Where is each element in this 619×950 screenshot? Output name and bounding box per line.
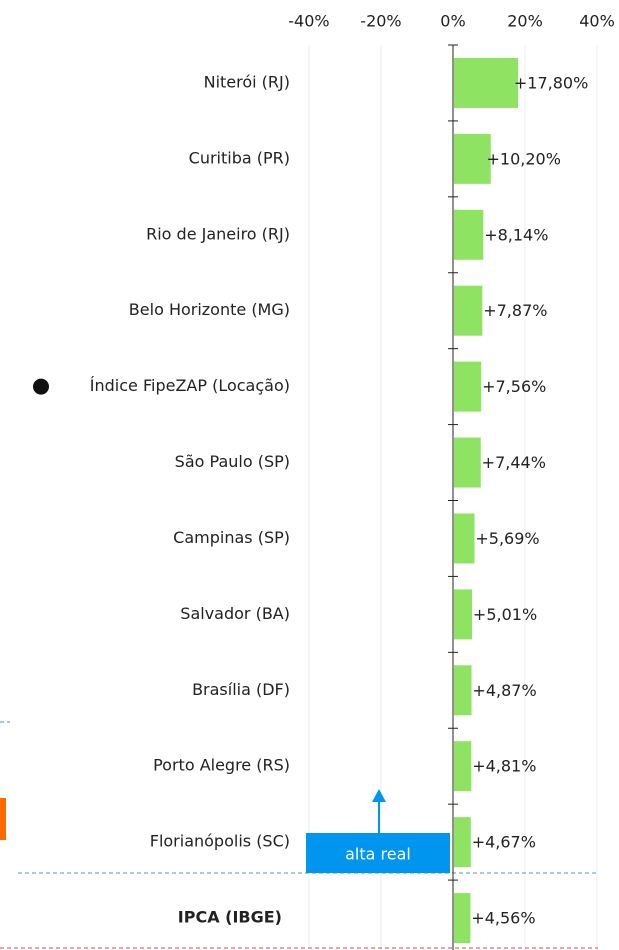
y-tick-label: Florianópolis (SC) xyxy=(150,832,290,851)
value-label: +7,56% xyxy=(482,377,546,396)
bar xyxy=(453,513,475,564)
x-tick-label: 20% xyxy=(507,12,543,31)
value-label: +17,80% xyxy=(514,73,588,92)
bar xyxy=(453,133,491,184)
y-tick-label: Niterói (RJ) xyxy=(204,72,290,91)
y-tick-label: Rio de Janeiro (RJ) xyxy=(146,224,290,243)
bar xyxy=(453,741,472,792)
x-tick-label: -20% xyxy=(360,12,401,31)
x-tick-label: 0% xyxy=(440,12,465,31)
marker xyxy=(33,378,49,395)
bar xyxy=(453,437,481,488)
bar xyxy=(453,361,482,412)
arrow-head xyxy=(372,789,386,802)
y-tick-label: Belo Horizonte (MG) xyxy=(129,300,290,319)
bar xyxy=(453,817,471,868)
value-label: +5,01% xyxy=(473,605,537,624)
y-tick-label: IPCA (IBGE) xyxy=(178,908,282,927)
value-label: +8,14% xyxy=(484,225,548,244)
bar xyxy=(453,665,472,716)
bar xyxy=(453,893,471,944)
value-label: +4,67% xyxy=(472,833,536,852)
y-tick-label: Porto Alegre (RS) xyxy=(153,756,290,775)
bar xyxy=(453,589,473,640)
y-tick-label: Campinas (SP) xyxy=(173,528,290,547)
y-tick-label: Brasília (DF) xyxy=(192,680,290,699)
value-label: +4,87% xyxy=(472,681,536,700)
y-tick-label: Salvador (BA) xyxy=(180,604,290,623)
x-tick-label: 40% xyxy=(579,12,615,31)
value-label: +5,69% xyxy=(475,529,539,548)
value-label: +7,87% xyxy=(483,301,547,320)
value-label: +4,81% xyxy=(472,757,536,776)
value-label: +7,44% xyxy=(482,453,546,472)
value-label: +10,20% xyxy=(487,149,561,168)
y-tick-label: Índice FipeZAP (Locação) xyxy=(90,376,290,395)
y-tick-label: São Paulo (SP) xyxy=(175,452,290,471)
bar xyxy=(453,209,484,260)
y-tick-label: Curitiba (PR) xyxy=(189,148,290,167)
x-tick-label: -40% xyxy=(288,12,329,31)
annotation-box xyxy=(306,833,450,873)
value-label: +4,56% xyxy=(471,909,535,928)
bar xyxy=(453,285,483,336)
decoration xyxy=(0,798,6,840)
annotation: alta real xyxy=(345,845,411,864)
bar xyxy=(453,57,519,108)
